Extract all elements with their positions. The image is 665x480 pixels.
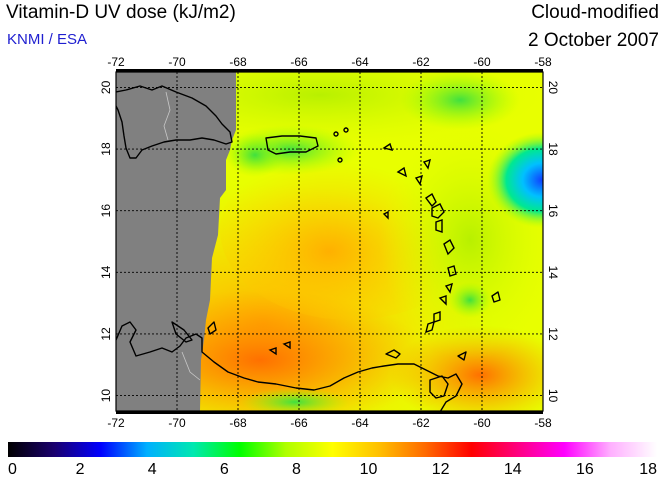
date-label: 2 October 2007	[528, 30, 659, 51]
colorbar-tick-label: 14	[504, 461, 522, 478]
lat-tick-label-left: 18	[99, 142, 113, 156]
lat-tick-label-left: 12	[99, 327, 113, 341]
lat-tick-label-right: 18	[546, 142, 560, 156]
barbados	[491, 291, 501, 303]
lat-tick-label-left: 16	[99, 204, 113, 218]
colorbar-tick-label: 4	[148, 461, 157, 478]
cloud-low-dose-east	[487, 132, 543, 228]
colorbar-tick-label: 8	[292, 461, 301, 478]
no-data-region	[116, 72, 236, 411]
mode-label: Cloud-modified	[531, 2, 659, 23]
colorbar-tick-label: 10	[360, 461, 378, 478]
lat-tick-label-left: 20	[99, 80, 113, 94]
tobago	[457, 351, 467, 361]
credit-label: KNMI / ESA	[7, 31, 88, 48]
lat-tick-label-right: 16	[546, 204, 560, 218]
lon-tick-label-bottom: -58	[534, 416, 552, 430]
lon-tick-label-top: -70	[168, 55, 186, 69]
map-frame	[115, 71, 544, 412]
lon-tick-label-bottom: -70	[168, 416, 186, 430]
lon-tick-label-top: -58	[534, 55, 552, 69]
lat-tick-label-right: 14	[546, 266, 560, 280]
lon-tick-label-top: -72	[107, 55, 125, 69]
colorbar-ticks: 0 2 4 6 8 10 12 14 16 18	[8, 461, 657, 478]
bonaire	[207, 321, 217, 335]
green-east-patch	[448, 282, 492, 318]
colorbar-tick-label: 18	[639, 461, 657, 478]
lon-tick-label-bottom: -66	[290, 416, 308, 430]
axis-ticks: -72 -72 -70 -70 -68 -68 -66 -66 -64 -64 -62 -62 -60 -…	[99, 55, 560, 430]
border-lines	[163, 91, 201, 381]
lon-tick-label-bottom: -64	[351, 416, 369, 430]
colorbar-tick-label: 16	[576, 461, 594, 478]
gridlines	[116, 72, 543, 411]
lon-tick-label-bottom: -62	[412, 416, 430, 430]
margarita-island	[385, 349, 401, 359]
lat-tick-label-left: 10	[99, 389, 113, 403]
colorbar-tick-label: 12	[432, 461, 450, 478]
lat-tick-label-left: 14	[99, 265, 113, 279]
lon-tick-label-top: -66	[290, 55, 308, 69]
hispaniola-coast	[116, 85, 233, 159]
lat-tick-label-right: 20	[546, 81, 560, 95]
map-title: Vitamin-D UV dose (kJ/m2)	[6, 2, 236, 23]
green-northeast	[400, 72, 520, 130]
aruba-curacao	[171, 321, 193, 343]
lon-tick-label-top: -62	[412, 55, 430, 69]
colorbar	[8, 442, 657, 457]
lon-tick-label-top: -64	[351, 55, 369, 69]
lat-tick-label-right: 10	[546, 389, 560, 403]
lon-tick-label-bottom: -68	[229, 416, 247, 430]
lon-tick-label-top: -60	[473, 55, 491, 69]
bottom-border-bar	[116, 410, 543, 414]
colorbar-tick-label: 2	[76, 461, 85, 478]
colorbar-tick-label: 0	[8, 461, 17, 478]
lon-tick-label-bottom: -60	[473, 416, 491, 430]
colorbar-tick-label: 6	[220, 461, 229, 478]
green-northwest	[225, 133, 285, 177]
lon-tick-label-bottom: -72	[107, 416, 125, 430]
green-south-patch	[240, 388, 350, 411]
lat-tick-label-right: 12	[546, 327, 560, 341]
top-border-bar	[116, 69, 543, 73]
lon-tick-label-top: -68	[229, 55, 247, 69]
